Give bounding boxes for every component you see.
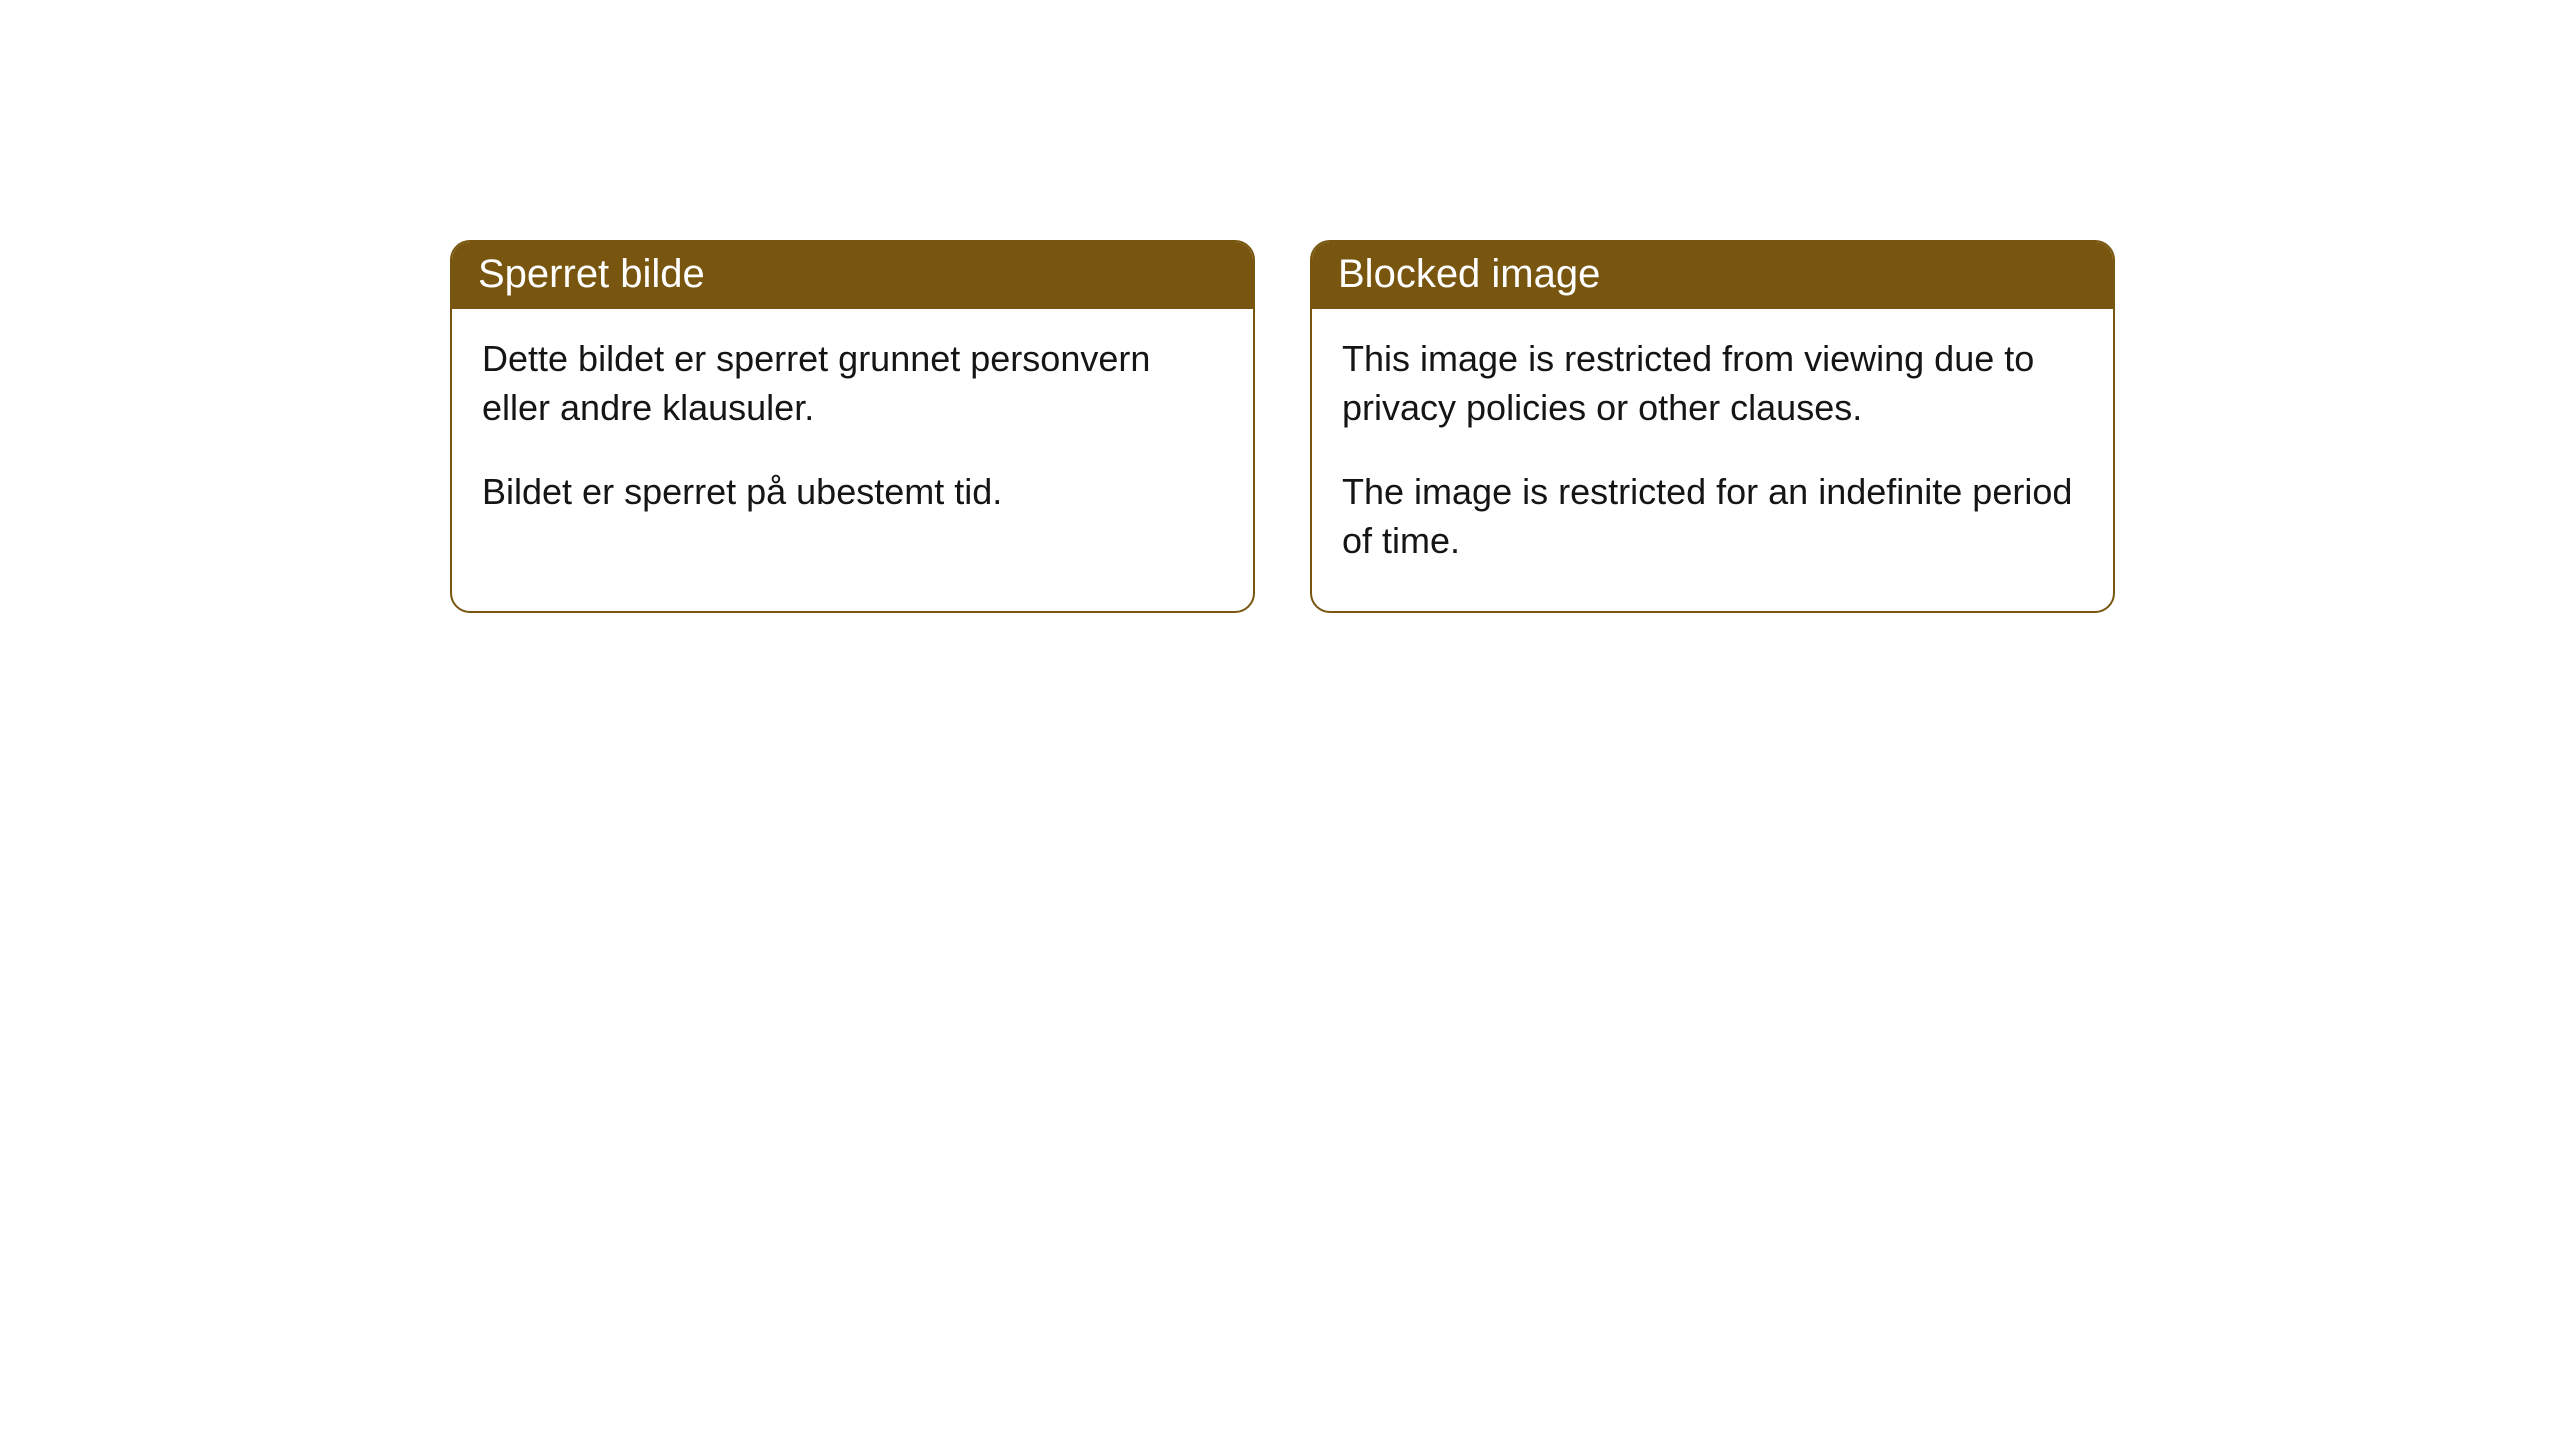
blocked-image-card-english: Blocked image This image is restricted f… xyxy=(1310,240,2115,613)
card-header: Sperret bilde xyxy=(452,242,1253,309)
card-body: Dette bildet er sperret grunnet personve… xyxy=(452,309,1253,563)
card-title: Blocked image xyxy=(1338,252,1600,296)
card-paragraph-2: The image is restricted for an indefinit… xyxy=(1342,468,2083,565)
card-header: Blocked image xyxy=(1312,242,2113,309)
card-paragraph-2: Bildet er sperret på ubestemt tid. xyxy=(482,468,1223,517)
card-title: Sperret bilde xyxy=(478,252,705,296)
card-body: This image is restricted from viewing du… xyxy=(1312,309,2113,611)
blocked-image-card-norwegian: Sperret bilde Dette bildet er sperret gr… xyxy=(450,240,1255,613)
notice-cards-container: Sperret bilde Dette bildet er sperret gr… xyxy=(450,240,2560,613)
card-paragraph-1: This image is restricted from viewing du… xyxy=(1342,335,2083,432)
card-paragraph-1: Dette bildet er sperret grunnet personve… xyxy=(482,335,1223,432)
